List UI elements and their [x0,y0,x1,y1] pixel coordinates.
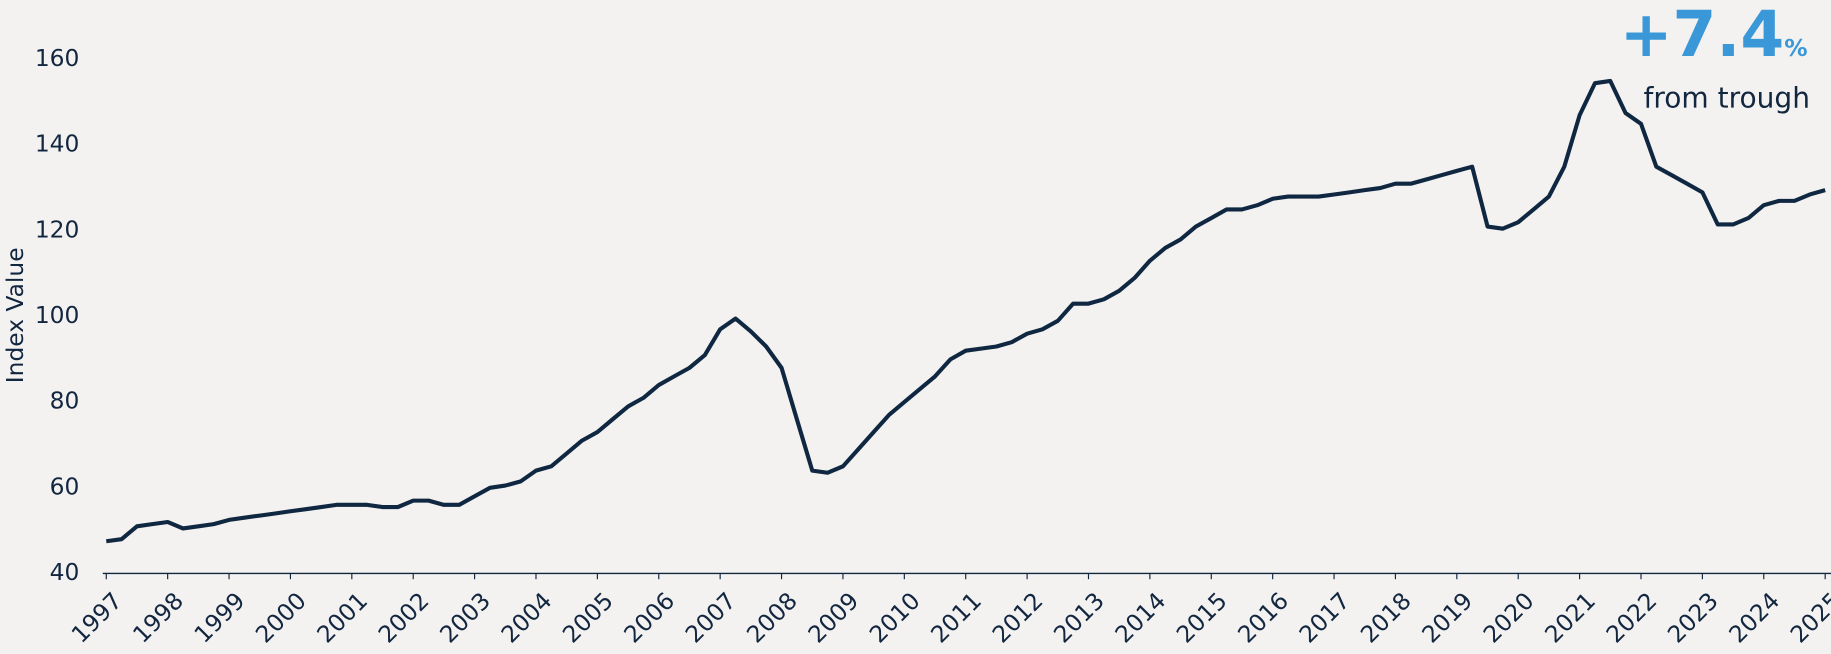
x-tick-label: 2008 [741,587,803,649]
x-tick-label: 2018 [1355,587,1417,649]
x-tick-label: 2021 [1539,587,1601,649]
x-tick-label: 2005 [557,587,619,649]
y-tick-label: 40 [50,558,80,586]
annotation-caption: from trough [1644,81,1810,114]
x-tick-label: 2006 [618,587,680,649]
x-tick-label: 2025 [1785,587,1831,649]
y-axis-label: Index Value [1,247,29,383]
y-tick-label: 60 [50,472,80,500]
x-tick-label: 2003 [434,587,496,649]
x-tick-label: 2011 [925,587,987,649]
x-tick-label: 2012 [987,587,1049,649]
annotation-suffix: % [1784,34,1807,62]
x-tick-label: 2000 [250,587,312,649]
x-tick-label: 2013 [1048,587,1110,649]
y-tick-label: 100 [35,301,80,329]
x-tick-label: 2022 [1601,587,1663,649]
x-tick-label: 2024 [1723,587,1785,649]
x-tick-label: 2016 [1232,587,1294,649]
x-tick-label: 1997 [66,587,128,649]
x-tick-label: 2020 [1478,587,1540,649]
x-tick-label: 2023 [1662,587,1724,649]
annotation-value: +7.4 [1620,0,1785,71]
annotation: +7.4% [1620,0,1808,71]
x-tick-label: 2014 [1109,587,1171,649]
x-tick-label: 1999 [189,587,251,649]
x-tick-label: 2002 [373,587,435,649]
x-tick-label: 2019 [1416,587,1478,649]
x-tick-label: 2009 [802,587,864,649]
x-tick-label: 2001 [311,587,373,649]
line-series [105,78,1826,544]
y-tick-label: 120 [35,215,80,243]
x-tick-label: 2015 [1171,587,1233,649]
y-tick-label: 140 [35,130,80,158]
y-tick-label: 160 [35,44,80,72]
x-tick-label: 2010 [864,587,926,649]
x-tick-label: 2007 [680,587,742,649]
x-tick-label: 2004 [496,587,558,649]
x-tick-label: 1998 [127,587,189,649]
y-tick-label: 80 [50,387,80,415]
x-tick-label: 2017 [1294,587,1356,649]
